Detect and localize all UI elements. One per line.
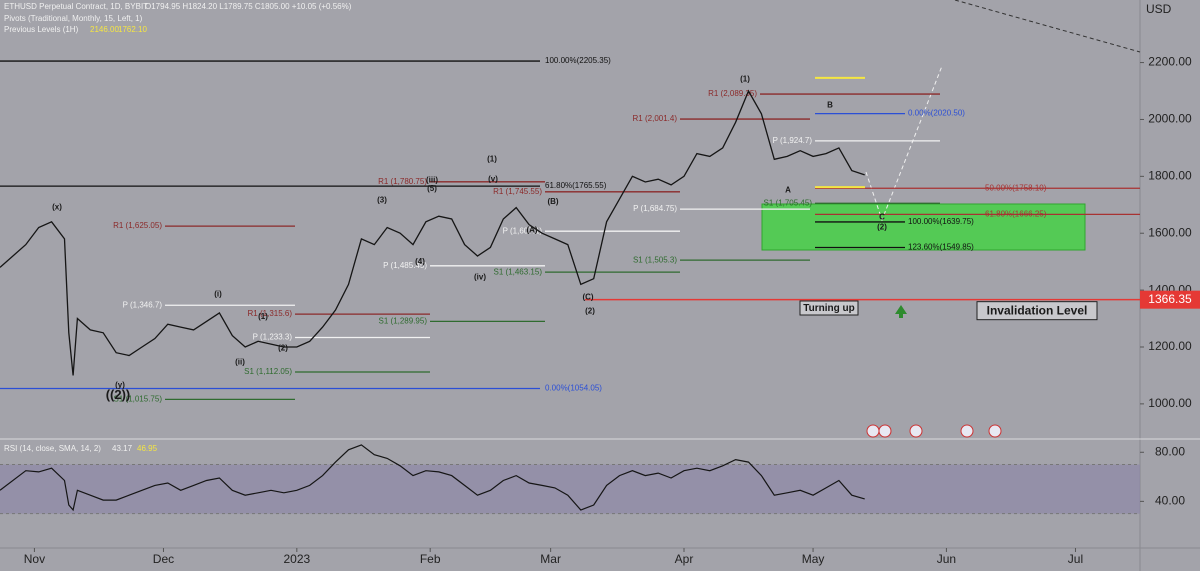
pivot-label: P (1,924.7) [773,136,813,145]
pivot-label: S1 (1,015.75) [114,394,163,403]
flag [878,424,892,438]
y-tick-label: 2200.00 [1148,55,1192,69]
flag [866,424,880,438]
invalidation-box [976,301,1098,321]
wave-label: (2) [585,307,595,316]
rsi-band [0,464,1140,514]
pivot-label: R1 (1,745.55) [493,187,542,196]
fib-label: 100.00%(1639.75) [908,217,974,226]
wave-label: (2) [877,223,887,232]
ohlc: O1794.95 H1824.20 L1789.75 C1805.00 +10.… [145,2,352,11]
rsi-tick-label: 80.00 [1155,444,1185,458]
pivots-title: Pivots (Traditional, Monthly, 15, Left, … [4,14,143,23]
y-tick-label: 2000.00 [1148,112,1192,126]
pivot-label: P (1,485.45) [383,261,427,270]
pivot-label: P (1,607.1) [503,226,543,235]
flag [960,424,974,438]
previous-level-value: 1762.10 [118,25,147,34]
wave-label: (iii) [426,176,438,185]
flag [909,424,923,438]
currency: USD [1146,2,1172,16]
fib-label: 123.60%(1549.85) [908,243,974,252]
target-zone [761,203,1086,251]
x-tick-label: Apr [675,552,694,566]
x-tick-label: May [802,552,825,566]
pivot-label: P (1,233.3) [253,333,293,342]
pivot-label: R1 (1,625.05) [113,221,162,230]
rsi-reading: 43.17 [112,444,133,453]
wave-label: A [785,186,791,195]
y-tick-label: 1000.00 [1148,396,1192,410]
wave-label: (4) [415,257,425,266]
pivot-label: S1 (1,505.3) [633,255,677,264]
x-tick-label: Feb [420,552,441,566]
wave-label: B [827,100,833,109]
wave-label: (ii) [235,358,245,367]
x-tick-label: Nov [24,552,45,566]
previous-levels-title: Previous Levels (1H) [4,25,79,34]
fib-label: 61.80%(1666.25) [985,209,1047,218]
pivot-label: R1 (2,001.4) [633,114,678,123]
wave-label: (C) [582,292,593,301]
wave-label: (y) [115,380,125,389]
wave-label: (v) [488,174,498,183]
rsi-tick-label: 40.00 [1155,494,1185,508]
fib-label: 50.00%(1758.10) [985,183,1047,192]
y-tick-label: 1200.00 [1148,339,1192,353]
rsi-line [0,444,865,512]
wave-label: (i) [214,289,222,298]
pivot-label: S1 (1,705.45) [764,198,813,207]
event-flags [866,424,1002,438]
previous-level-value: 2146.00 [90,25,119,34]
annotation-box [799,300,859,316]
wave-label: (B) [547,197,558,206]
wave-label: (3) [377,196,387,205]
y-tick-label: 1800.00 [1148,169,1192,183]
x-tick-label: Jul [1068,552,1083,566]
pivot-label: S1 (1,289.95) [379,317,428,326]
fib-label: 0.00%(1054.05) [545,384,602,393]
wave-label: (2) [278,344,288,353]
wave-label: (iv) [474,272,486,281]
wave-label: C [879,213,885,222]
flag [988,424,1002,438]
fib-label: 61.80%(1765.55) [545,181,607,190]
invalidation-label: Invalidation Level [987,303,1088,317]
annotation: Turning up [803,303,854,314]
price-tag [1140,290,1200,309]
pivot-label: P (1,346.7) [123,300,163,309]
pivot-label: S1 (1,112.05) [244,367,292,376]
pivot-label: R1 (2,089.35) [708,89,757,98]
wave-label: ((2)) [106,387,131,402]
rsi-title: RSI (14, close, SMA, 14, 2) [4,444,101,453]
x-tick-label: Dec [153,552,174,566]
up-arrow [895,305,907,318]
wave-label: (1) [487,154,497,163]
symbol-title: ETHUSD Perpetual Contract, 1D, BYBIT [4,2,148,11]
pivot-label: S1 (1,463.15) [494,267,543,276]
rsi-ma-reading: 46.95 [137,444,158,453]
price-tag-label: 1366.35 [1148,292,1192,306]
x-tick-label: 2023 [283,552,310,566]
wave-label: (1) [258,312,268,321]
wave-label: (x) [52,203,62,212]
pivot-label: R1 (1,780.75) [378,177,427,186]
pivot-label: R1 (1,315.6) [248,309,293,318]
wave-label: (1) [740,75,750,84]
wave-label: (A) [526,225,537,234]
x-tick-label: Jun [937,552,956,566]
fib-label: 0.00%(2020.50) [908,109,965,118]
x-tick-label: Mar [540,552,561,566]
fib-label: 100.00%(2205.35) [545,56,611,65]
wave-label: (5) [427,184,437,193]
price-line [0,89,865,376]
y-tick-label: 1600.00 [1148,225,1192,239]
pivot-label: P (1,684.75) [633,204,677,213]
